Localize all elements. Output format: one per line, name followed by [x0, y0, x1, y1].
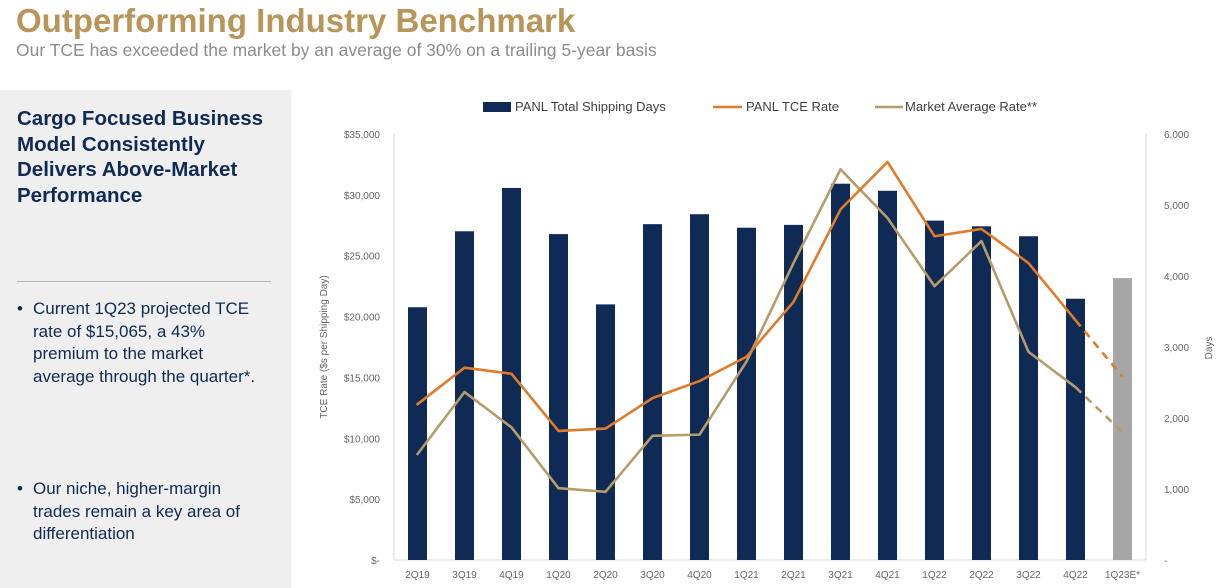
bar-shipping-days [1113, 278, 1132, 560]
panl-tce-rate-dashed-line [1074, 319, 1124, 378]
sidebar-heading: Cargo Focused Business Model Consistentl… [17, 107, 264, 207]
y-tick-label-left: $15,000 [344, 373, 381, 384]
x-tick-label: 1Q22 [922, 570, 947, 581]
x-tick-label: 1Q20 [546, 570, 571, 581]
x-tick-label: 3Q20 [640, 570, 665, 581]
x-tick-label: 2Q21 [781, 570, 806, 581]
bullet-symbol: • [17, 299, 23, 318]
x-tick-label: 4Q22 [1063, 570, 1088, 581]
y-tick-label-left: $- [371, 556, 380, 567]
bar-shipping-days [690, 214, 709, 560]
bar-shipping-days [455, 231, 474, 560]
x-tick-label: 4Q19 [499, 570, 524, 581]
legend-label-market-rate: Market Average Rate** [905, 99, 1037, 114]
x-tick-label: 2Q20 [593, 570, 618, 581]
x-tick-label: 3Q22 [1016, 570, 1041, 581]
bar-shipping-days [972, 226, 991, 561]
y-tick-label-right: 2,000 [1164, 414, 1189, 425]
y-tick-label-right: - [1164, 556, 1167, 567]
market-average-rate-dashed-line [1074, 386, 1124, 434]
page-title: Outperforming Industry Benchmark [16, 2, 576, 39]
y-tick-label-left: $30,000 [344, 191, 381, 202]
sidebar-panel: Cargo Focused Business Model Consistentl… [0, 90, 291, 588]
bullet-tce-premium: • Current 1Q23 projected TCE rate of $15… [17, 298, 267, 388]
legend-label-tce-rate: PANL TCE Rate [746, 99, 839, 114]
x-tick-label: 4Q21 [875, 570, 900, 581]
bar-shipping-days [549, 234, 568, 561]
y-tick-label-left: $5,000 [349, 495, 380, 506]
x-tick-label: 4Q20 [687, 570, 712, 581]
y-tick-label-right: 4,000 [1164, 272, 1189, 283]
bar-shipping-days [643, 224, 662, 561]
y-tick-label-right: 5,000 [1164, 201, 1189, 212]
bar-shipping-days [925, 220, 944, 560]
y-tick-label-left: $10,000 [344, 434, 381, 445]
benchmark-chart: $- $5,000 $10,000 $15,000 $20,000 $25,000 $30,… [319, 99, 1215, 581]
bar-shipping-days [1066, 298, 1085, 560]
x-tick-label: 3Q19 [452, 570, 477, 581]
y-tick-label-right: 1,000 [1164, 485, 1189, 496]
y-tick-label-left: $20,000 [344, 313, 381, 324]
y-axis-right-title: Days [1204, 337, 1215, 360]
x-tick-label: 1Q21 [734, 570, 759, 581]
bar-shipping-days [878, 190, 897, 561]
x-tick-label: 1Q23E* [1105, 570, 1140, 581]
x-tick-label: 3Q21 [828, 570, 853, 581]
y-tick-label-left: $35,000 [344, 130, 381, 141]
bar-shipping-days [408, 307, 427, 560]
y-tick-label-right: 3,000 [1164, 343, 1189, 354]
bar-shipping-days [1019, 236, 1038, 561]
bar-shipping-days [831, 183, 850, 560]
bullet-text: Our niche, higher-margin trades remain a… [33, 479, 240, 543]
y-axis-left-title: TCE Rate ($s per Shipping Day) [319, 275, 330, 418]
x-tick-label: 2Q22 [969, 570, 994, 581]
bar-shipping-days [596, 304, 615, 560]
bar-shipping-days [737, 227, 756, 560]
y-tick-label-left: $25,000 [344, 252, 381, 263]
bullet-niche-trades: • Our niche, higher-margin trades remain… [17, 478, 267, 546]
y-tick-label-right: 6,000 [1164, 130, 1189, 141]
bullet-text: Current 1Q23 projected TCE rate of $15,0… [33, 299, 256, 386]
sidebar-divider [17, 281, 271, 282]
market-average-rate-line [416, 167, 1077, 494]
legend-swatch-shipping-days [483, 102, 511, 112]
panl-tce-rate-line [416, 160, 1077, 433]
bullet-symbol: • [17, 479, 23, 498]
page-subtitle: Our TCE has exceeded the market by an av… [16, 40, 657, 60]
legend-label-shipping-days: PANL Total Shipping Days [515, 99, 666, 114]
x-tick-label: 2Q19 [405, 570, 430, 581]
